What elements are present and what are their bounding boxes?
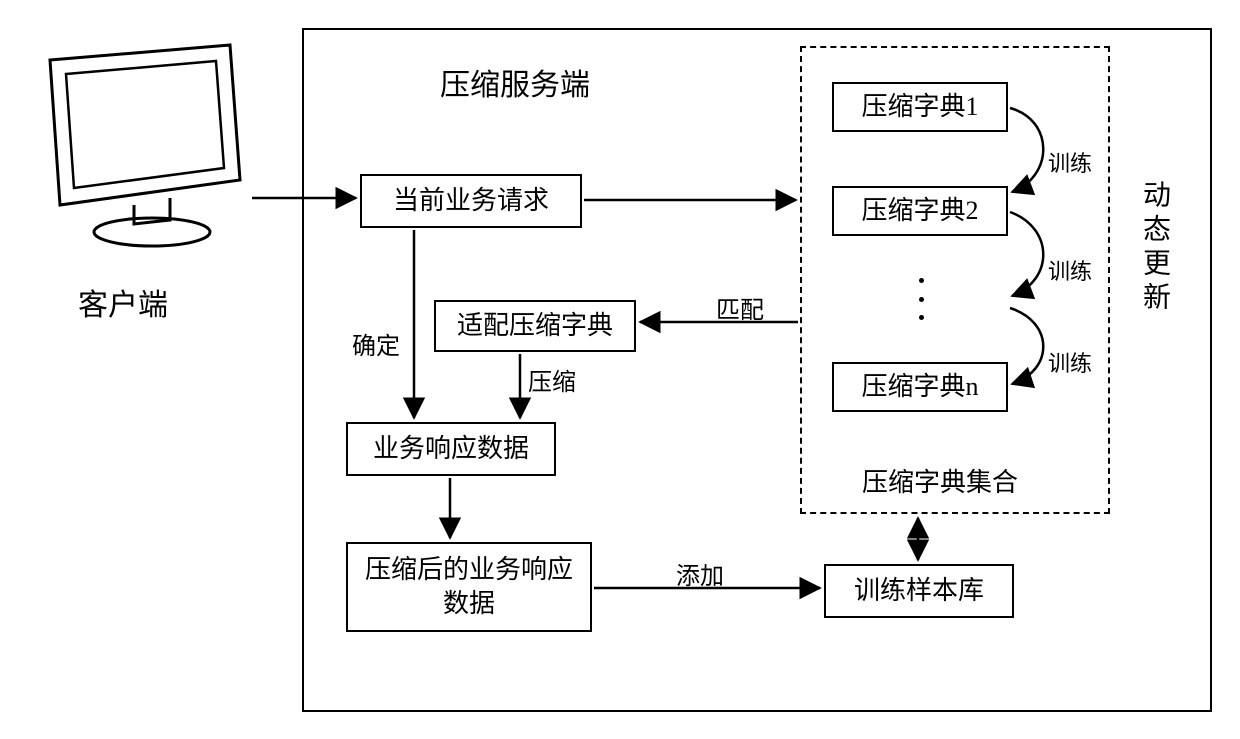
box-dict2: 压缩字典2 <box>832 186 1008 236</box>
label-add: 添加 <box>676 556 724 591</box>
box-dictn-label: 压缩字典n <box>861 370 978 404</box>
dynamic-update-label: 动态更新 <box>1134 180 1174 316</box>
label-train-2: 训练 <box>1048 254 1092 286</box>
box-dict1: 压缩字典1 <box>832 82 1008 132</box>
label-determine: 确定 <box>352 326 400 361</box>
client-label: 客户端 <box>78 280 168 324</box>
box-adapter-label: 适配压缩字典 <box>457 309 613 343</box>
dict-collection-title: 压缩字典集合 <box>862 462 1018 499</box>
box-compressed: 压缩后的业务响应数据 <box>346 542 592 632</box>
box-request-label: 当前业务请求 <box>393 184 549 218</box>
box-dict2-label: 压缩字典2 <box>861 194 978 228</box>
box-trainlib: 训练样本库 <box>824 564 1014 618</box>
box-adapter: 适配压缩字典 <box>434 300 636 352</box>
label-match: 匹配 <box>716 290 764 325</box>
box-response-label: 业务响应数据 <box>373 432 529 466</box>
box-dict1-label: 压缩字典1 <box>861 90 978 124</box>
label-train-1: 训练 <box>1048 146 1092 178</box>
server-title: 压缩服务端 <box>440 60 590 104</box>
box-request: 当前业务请求 <box>360 174 582 228</box>
box-dictn: 压缩字典n <box>832 362 1008 412</box>
box-response: 业务响应数据 <box>346 422 556 476</box>
label-train-3: 训练 <box>1048 346 1092 378</box>
box-trainlib-label: 训练样本库 <box>854 574 984 608</box>
label-compress: 压缩 <box>528 362 576 397</box>
dots-icon <box>916 278 926 320</box>
client-monitor-icon <box>30 40 250 250</box>
box-compressed-label: 压缩后的业务响应数据 <box>356 553 582 621</box>
